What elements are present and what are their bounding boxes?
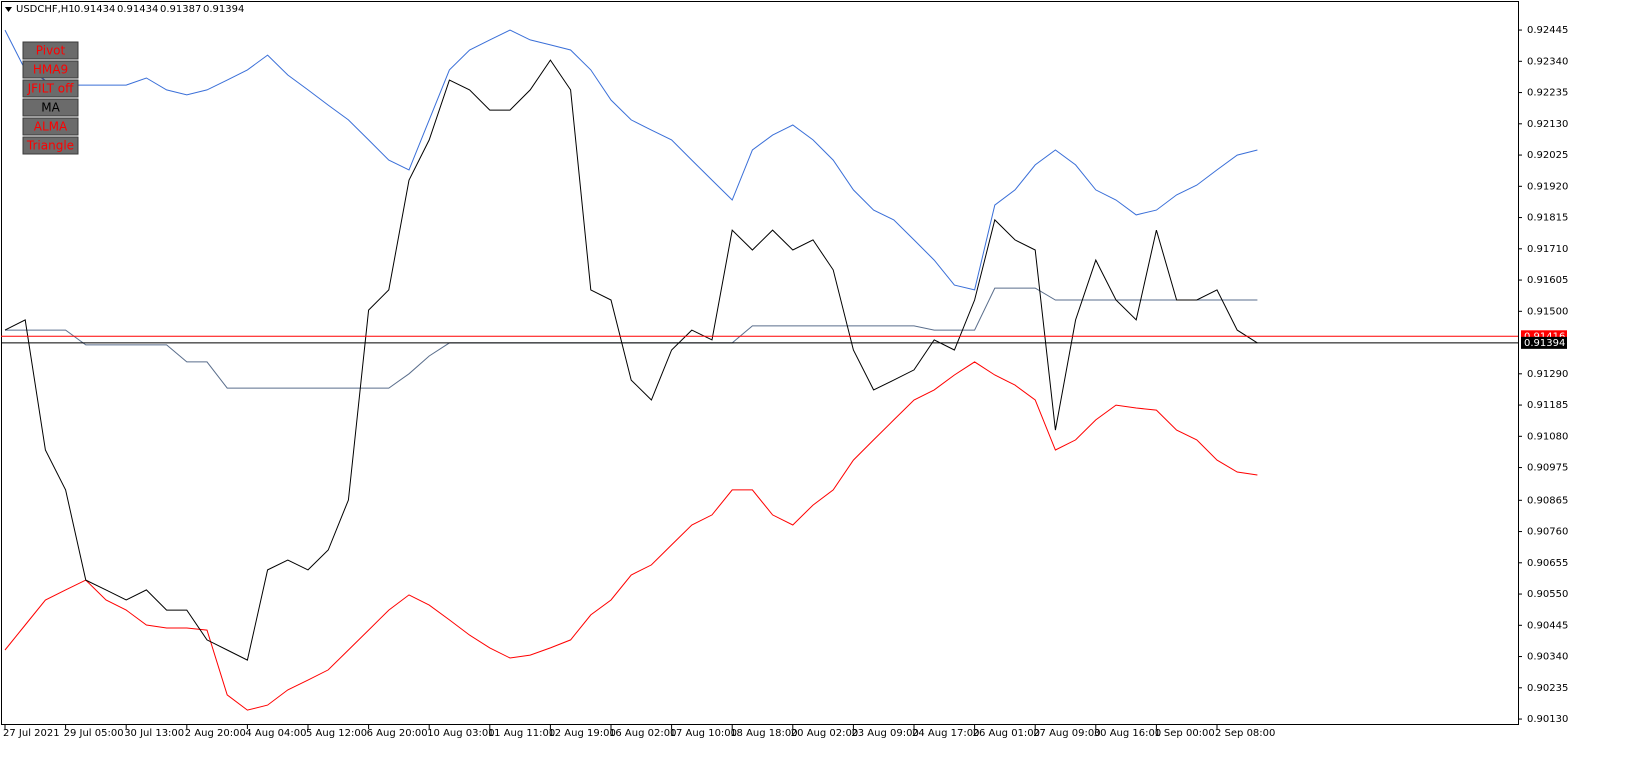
y-tick-label: 0.90550 xyxy=(1527,589,1568,600)
x-tick-label: 20 Aug 02:00 xyxy=(791,728,858,739)
indicator-button[interactable] xyxy=(22,117,79,136)
y-tick-label: 0.91605 xyxy=(1527,275,1568,286)
indicator-button[interactable] xyxy=(22,136,79,155)
ohlc-value: 0.91434 xyxy=(117,4,158,15)
x-tick-label: 1 Sep 00:00 xyxy=(1154,728,1214,739)
x-tick-label: 30 Jul 13:00 xyxy=(124,728,184,739)
y-tick-label: 0.90655 xyxy=(1527,558,1568,569)
x-tick-label: 11 Aug 11:00 xyxy=(488,728,555,739)
indicator-button[interactable] xyxy=(22,98,79,117)
price-label: 0.91394 xyxy=(1524,338,1565,349)
y-tick-label: 0.90865 xyxy=(1527,495,1568,506)
x-tick-label: 30 Aug 16:00 xyxy=(1094,728,1161,739)
y-tick-label: 0.92445 xyxy=(1527,25,1568,36)
button-label[interactable]: Pivot xyxy=(36,44,66,58)
series-line xyxy=(4,29,1258,291)
indicator-button[interactable] xyxy=(22,41,79,60)
price-label-box xyxy=(1521,336,1567,349)
y-tick-label: 0.91290 xyxy=(1527,369,1568,380)
menu-arrow[interactable] xyxy=(5,7,12,12)
symbol: USDCHF,H1 xyxy=(16,4,75,15)
x-tick-label: 27 Jul 2021 xyxy=(3,728,60,739)
x-tick-label: 5 Aug 12:00 xyxy=(306,728,367,739)
y-tick-label: 0.91500 xyxy=(1527,306,1568,317)
series-line xyxy=(4,361,1258,711)
y-tick-label: 0.90760 xyxy=(1527,527,1568,538)
y-tick-label: 0.91080 xyxy=(1527,431,1568,442)
button-label[interactable]: MA xyxy=(41,101,60,115)
x-tick-label: 4 Aug 04:00 xyxy=(245,728,306,739)
button-label[interactable]: ALMA xyxy=(34,120,68,134)
buttons: Pivot HMA9 JFILT off MA ALMA Triangle xyxy=(22,41,79,155)
header: USDCHF,H1 0.91434 0.91434 0.91387 0.91394 xyxy=(16,4,244,15)
x-tick-label: 24 Aug 17:00 xyxy=(912,728,979,739)
button-label[interactable]: JFILT off xyxy=(27,82,75,96)
plot-frame xyxy=(1,1,1519,725)
y-tick-label: 0.90235 xyxy=(1527,683,1568,694)
y-tick-label: 0.92235 xyxy=(1527,88,1568,99)
y-tick-label: 0.90445 xyxy=(1527,620,1568,631)
x-tick-label: 12 Aug 19:00 xyxy=(548,728,615,739)
button-label[interactable]: HMA9 xyxy=(33,63,68,77)
price-label: 0.91416 xyxy=(1524,331,1565,342)
series-line xyxy=(4,59,1258,661)
y-tick-label: 0.92130 xyxy=(1527,119,1568,130)
x-tick-label: 6 Aug 20:00 xyxy=(367,728,428,739)
y-tick-label: 0.91185 xyxy=(1527,400,1568,411)
ohlc-value: 0.91434 xyxy=(74,4,115,15)
indicator-button[interactable] xyxy=(22,60,79,79)
indicator-button[interactable] xyxy=(22,79,79,98)
ohlc-value: 0.91394 xyxy=(203,4,244,15)
x-tick-label: 23 Aug 09:00 xyxy=(851,728,918,739)
ohlc-value: 0.91387 xyxy=(160,4,201,15)
x-tick-label: 18 Aug 18:00 xyxy=(730,728,797,739)
x-tick-label: 27 Aug 09:00 xyxy=(1033,728,1100,739)
button-label[interactable]: Triangle xyxy=(26,139,74,153)
plot: 0.92445 0.92340 0.92235 0.92130 0.92025 0.919… xyxy=(1,25,1568,739)
x-tick-label: 17 Aug 10:00 xyxy=(670,728,737,739)
x-tick-label: 2 Aug 20:00 xyxy=(185,728,246,739)
x-tick-label: 26 Aug 01:00 xyxy=(973,728,1040,739)
y-tick-label: 0.92025 xyxy=(1527,150,1568,161)
y-tick-label: 0.90130 xyxy=(1527,714,1568,725)
y-tick-label: 0.90340 xyxy=(1527,652,1568,663)
y-tick-label: 0.92340 xyxy=(1527,56,1568,67)
x-tick-label: 16 Aug 02:00 xyxy=(609,728,676,739)
x-tick-label: 10 Aug 03:00 xyxy=(427,728,494,739)
y-tick-label: 0.91710 xyxy=(1527,244,1568,255)
x-tick-label: 29 Jul 05:00 xyxy=(64,728,124,739)
y-tick-label: 0.90975 xyxy=(1527,463,1568,474)
x-tick-label: 2 Sep 08:00 xyxy=(1215,728,1275,739)
y-tick-label: 0.91920 xyxy=(1527,181,1568,192)
y-tick-label: 0.91815 xyxy=(1527,213,1568,224)
